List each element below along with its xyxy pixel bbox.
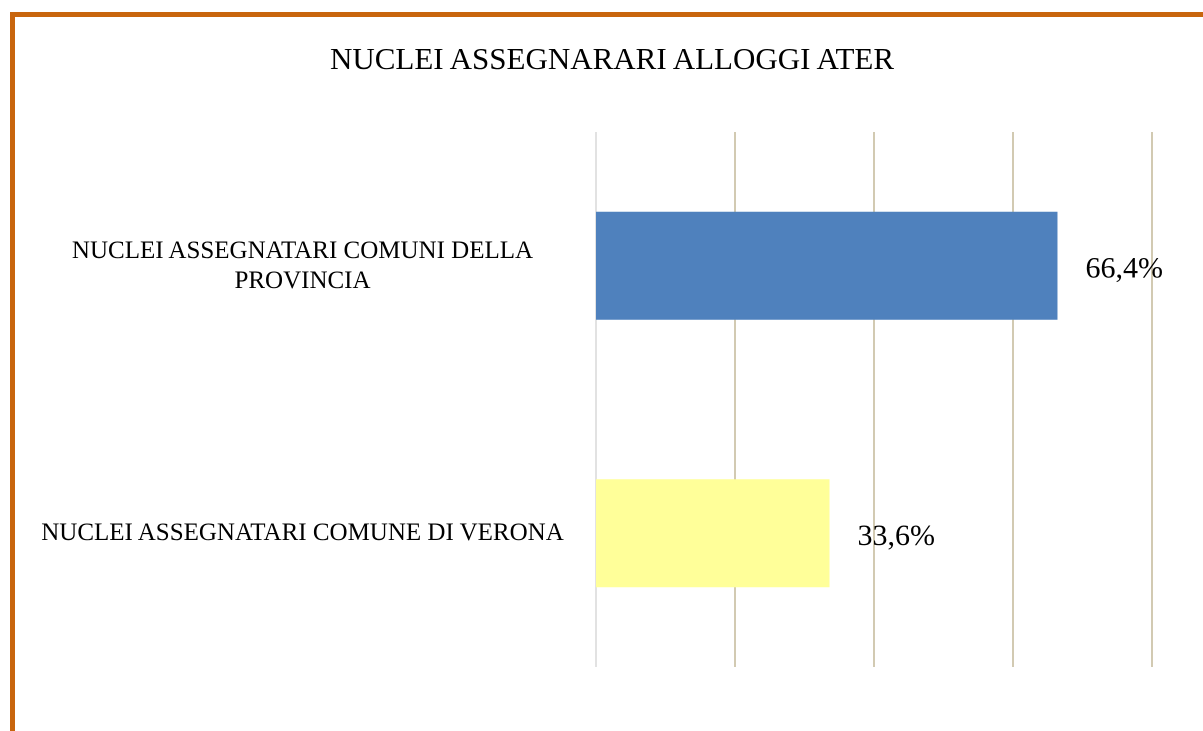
chart-frame [10, 12, 1203, 731]
y-tick-label: NUCLEI ASSEGNATARI COMUNI DELLA PROVINCI… [71, 236, 534, 294]
chart-title: NUCLEI ASSEGNARARI ALLOGGI ATER [330, 41, 894, 76]
data-label: 33,6% [858, 519, 936, 552]
y-tick-label: NUCLEI ASSEGNATARI COMUNE DI VERONA [41, 519, 564, 547]
data-label: 66,4% [1085, 252, 1163, 285]
bar [596, 479, 830, 588]
bar [596, 211, 1058, 320]
